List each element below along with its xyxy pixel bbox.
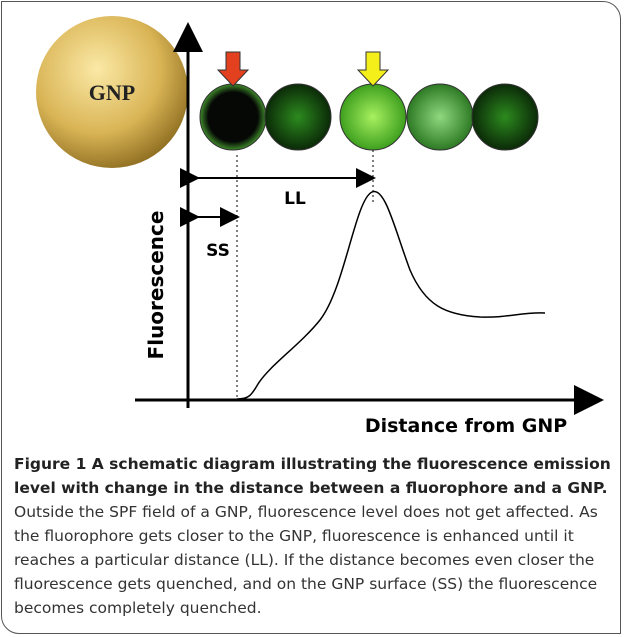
fluorophore <box>264 83 332 151</box>
caption: Figure 1 A schematic diagram illustratin… <box>14 452 614 620</box>
gnp-sphere <box>36 16 188 168</box>
caption-title: Figure 1 A schematic diagram illustratin… <box>14 455 611 497</box>
x-axis-label: Distance from GNP <box>365 415 567 437</box>
diagram: GNP LL SS Fluorescence Distance from GNP <box>36 16 604 437</box>
ll-label: LL <box>284 189 306 209</box>
fluorescence-curve <box>236 190 546 400</box>
fluorophore <box>471 83 539 151</box>
ss-label: SS <box>206 241 230 261</box>
fluorophores <box>199 83 539 151</box>
caption-text: Outside the SPF field of a GNP, fluoresc… <box>14 503 598 617</box>
yellow-arrow <box>356 51 390 87</box>
fluorophore <box>339 83 407 151</box>
fluorophore <box>406 83 474 151</box>
fluorophore <box>199 83 267 151</box>
gnp-label: GNP <box>89 80 135 105</box>
red-arrow <box>216 51 250 87</box>
y-axis-label: Fluorescence <box>144 211 168 360</box>
